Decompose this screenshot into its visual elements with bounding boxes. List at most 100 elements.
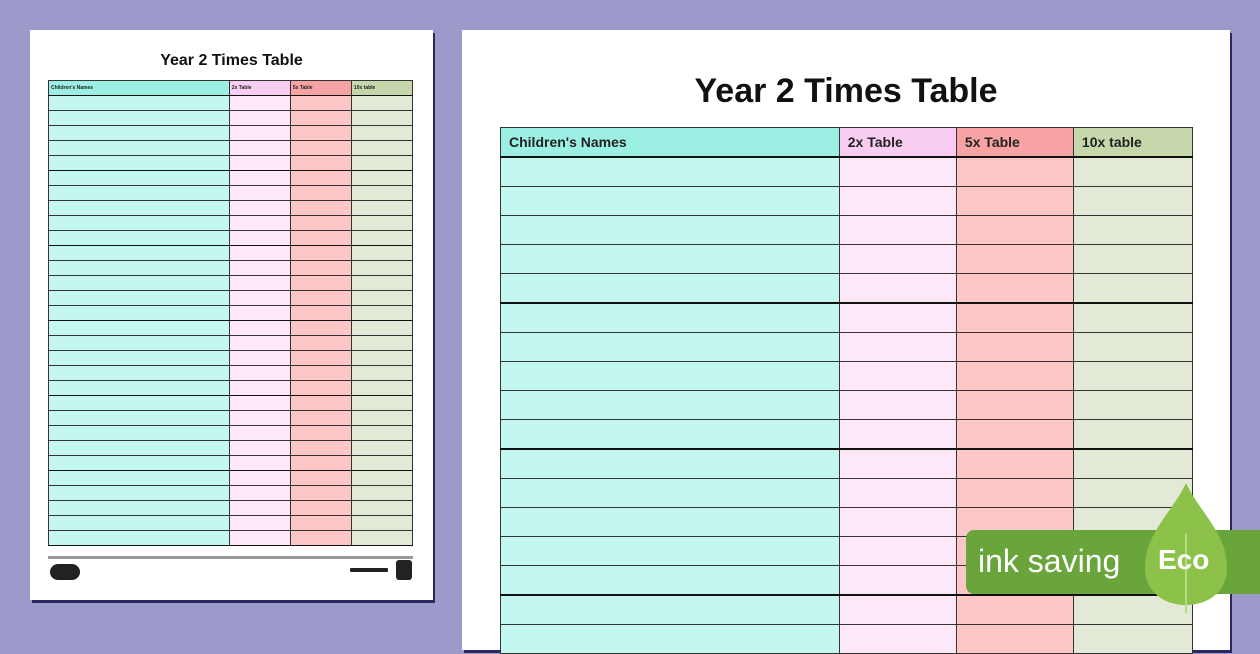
table-cell[interactable] <box>350 275 414 291</box>
table-cell[interactable] <box>350 350 414 366</box>
table-cell[interactable] <box>838 186 957 216</box>
table-cell[interactable] <box>289 245 352 261</box>
table-cell[interactable] <box>289 395 352 411</box>
table-cell[interactable] <box>955 273 1074 304</box>
table-cell[interactable] <box>838 478 957 508</box>
table-cell[interactable] <box>289 290 352 306</box>
table-cell[interactable] <box>289 530 352 546</box>
table-cell[interactable] <box>228 305 291 321</box>
table-cell[interactable] <box>228 155 291 171</box>
table-cell[interactable] <box>500 215 840 245</box>
table-cell[interactable] <box>350 365 414 381</box>
table-cell[interactable] <box>838 448 957 479</box>
table-cell[interactable] <box>289 170 352 186</box>
table-cell[interactable] <box>500 536 840 566</box>
table-cell[interactable] <box>955 390 1074 420</box>
table-cell[interactable] <box>500 419 840 450</box>
table-cell[interactable] <box>289 125 352 141</box>
table-cell[interactable] <box>350 440 414 456</box>
table-cell[interactable] <box>289 200 352 216</box>
table-cell[interactable] <box>48 440 230 456</box>
table-cell[interactable] <box>228 410 291 426</box>
table-cell[interactable] <box>48 155 230 171</box>
table-cell[interactable] <box>500 624 840 654</box>
table-cell[interactable] <box>955 156 1074 187</box>
table-cell[interactable] <box>289 500 352 516</box>
table-cell[interactable] <box>48 260 230 276</box>
table-cell[interactable] <box>955 244 1074 274</box>
table-cell[interactable] <box>1072 215 1194 245</box>
table-cell[interactable] <box>48 215 230 231</box>
table-cell[interactable] <box>350 185 414 201</box>
table-cell[interactable] <box>48 185 230 201</box>
table-cell[interactable] <box>289 470 352 486</box>
table-cell[interactable] <box>350 470 414 486</box>
table-cell[interactable] <box>48 380 230 396</box>
table-cell[interactable] <box>500 507 840 537</box>
table-cell[interactable] <box>500 156 840 187</box>
table-cell[interactable] <box>955 419 1074 450</box>
table-cell[interactable] <box>1072 302 1194 333</box>
table-cell[interactable] <box>289 155 352 171</box>
table-cell[interactable] <box>350 320 414 336</box>
table-cell[interactable] <box>48 335 230 351</box>
table-cell[interactable] <box>48 485 230 501</box>
table-cell[interactable] <box>289 275 352 291</box>
table-cell[interactable] <box>1072 390 1194 420</box>
table-cell[interactable] <box>228 515 291 531</box>
table-cell[interactable] <box>228 275 291 291</box>
table-cell[interactable] <box>838 624 957 654</box>
table-cell[interactable] <box>289 215 352 231</box>
table-cell[interactable] <box>838 156 957 187</box>
table-cell[interactable] <box>48 410 230 426</box>
table-cell[interactable] <box>350 230 414 246</box>
table-cell[interactable] <box>350 155 414 171</box>
table-cell[interactable] <box>350 485 414 501</box>
table-cell[interactable] <box>228 185 291 201</box>
table-cell[interactable] <box>955 448 1074 479</box>
table-cell[interactable] <box>500 478 840 508</box>
table-cell[interactable] <box>955 215 1074 245</box>
table-cell[interactable] <box>500 302 840 333</box>
table-cell[interactable] <box>1072 273 1194 304</box>
table-cell[interactable] <box>48 425 230 441</box>
table-cell[interactable] <box>48 95 230 111</box>
table-cell[interactable] <box>48 290 230 306</box>
table-cell[interactable] <box>350 260 414 276</box>
table-cell[interactable] <box>350 170 414 186</box>
table-cell[interactable] <box>1072 624 1194 654</box>
table-cell[interactable] <box>838 390 957 420</box>
table-cell[interactable] <box>289 140 352 156</box>
table-cell[interactable] <box>350 455 414 471</box>
table-cell[interactable] <box>500 244 840 274</box>
table-cell[interactable] <box>228 380 291 396</box>
table-cell[interactable] <box>955 302 1074 333</box>
table-cell[interactable] <box>289 110 352 126</box>
table-cell[interactable] <box>48 245 230 261</box>
table-cell[interactable] <box>350 305 414 321</box>
table-cell[interactable] <box>228 440 291 456</box>
table-cell[interactable] <box>48 140 230 156</box>
table-cell[interactable] <box>1072 156 1194 187</box>
table-cell[interactable] <box>289 95 352 111</box>
table-cell[interactable] <box>48 305 230 321</box>
table-cell[interactable] <box>838 244 957 274</box>
table-cell[interactable] <box>289 320 352 336</box>
table-cell[interactable] <box>289 305 352 321</box>
table-cell[interactable] <box>228 365 291 381</box>
table-cell[interactable] <box>48 515 230 531</box>
table-cell[interactable] <box>350 380 414 396</box>
table-cell[interactable] <box>289 185 352 201</box>
table-cell[interactable] <box>955 594 1074 625</box>
table-cell[interactable] <box>838 302 957 333</box>
table-cell[interactable] <box>48 350 230 366</box>
table-cell[interactable] <box>955 624 1074 654</box>
table-cell[interactable] <box>48 320 230 336</box>
table-cell[interactable] <box>838 565 957 596</box>
table-cell[interactable] <box>838 361 957 391</box>
table-cell[interactable] <box>289 365 352 381</box>
table-cell[interactable] <box>838 536 957 566</box>
table-cell[interactable] <box>1072 361 1194 391</box>
table-cell[interactable] <box>228 200 291 216</box>
table-cell[interactable] <box>500 361 840 391</box>
